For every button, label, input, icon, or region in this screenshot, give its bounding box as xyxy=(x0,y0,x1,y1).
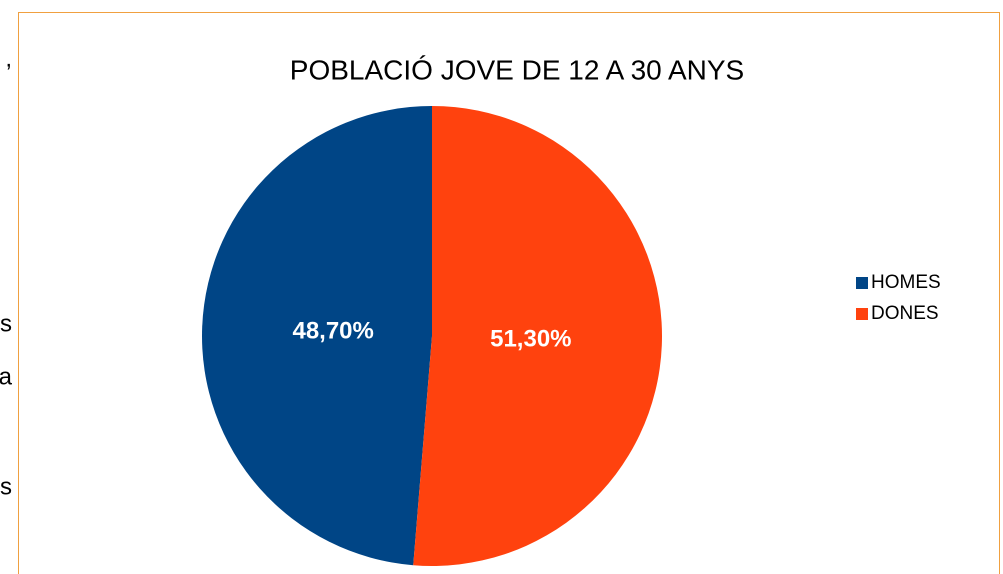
legend-swatch xyxy=(856,277,868,289)
margin-text: a xyxy=(0,363,13,390)
margin-text: , xyxy=(5,45,12,72)
margin-text: s xyxy=(0,473,12,500)
pie-slice xyxy=(202,106,432,566)
legend-label: HOMES xyxy=(871,272,941,293)
pie-slice xyxy=(413,106,663,566)
margin-text: s xyxy=(0,310,12,337)
legend-swatch xyxy=(856,308,868,320)
data-label: 48,70% xyxy=(292,317,373,344)
chart-title: POBLACIÓ JOVE DE 12 A 30 ANYS xyxy=(290,54,744,85)
legend-label: DONES xyxy=(871,303,939,324)
data-label: 51,30% xyxy=(490,325,571,352)
